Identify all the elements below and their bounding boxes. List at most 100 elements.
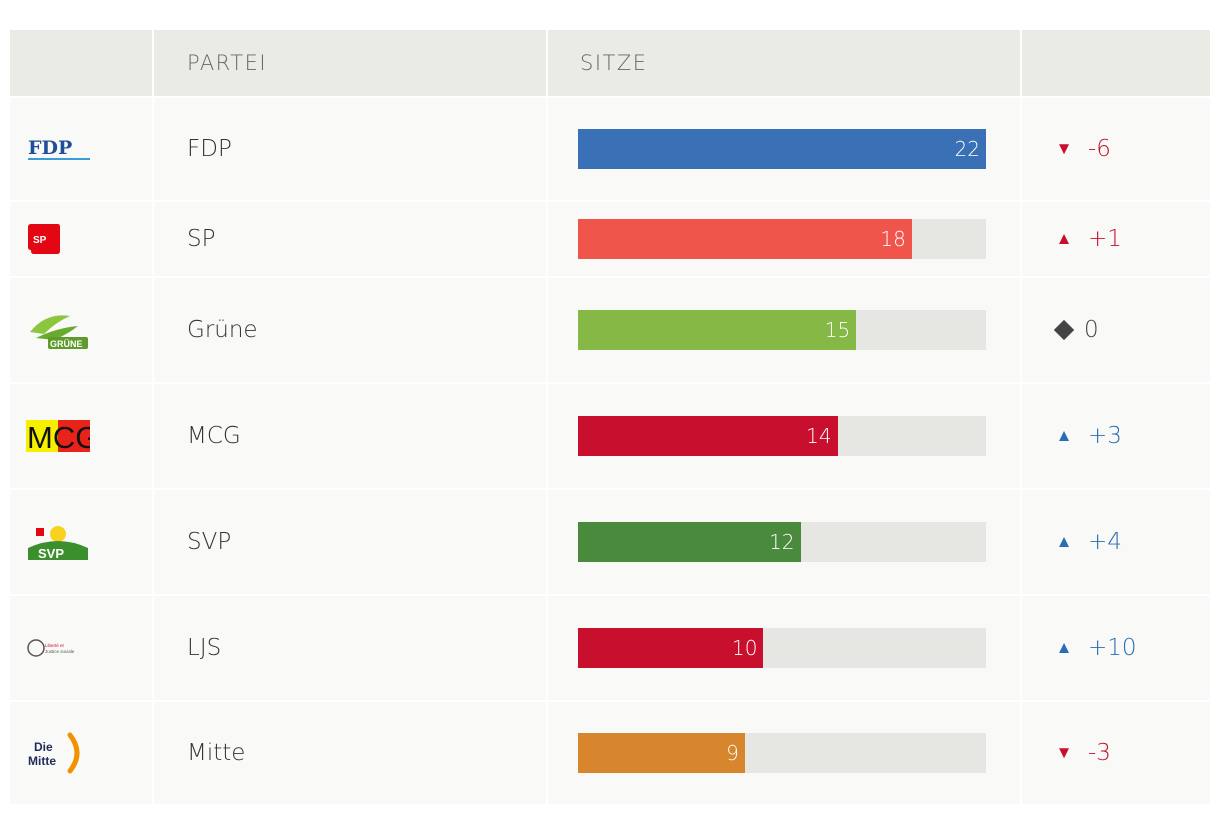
- party-cell: LJS: [152, 596, 546, 700]
- triangle-up-icon: ▲: [1055, 426, 1073, 446]
- svp-logo-icon: SVP: [26, 520, 90, 564]
- seat-bar: 14: [578, 416, 838, 456]
- seats-cell: 9: [546, 702, 1020, 804]
- table-row: SVP SVP 12 ▲ +4: [10, 488, 1210, 594]
- change-cell: ▼ -6: [1020, 98, 1210, 200]
- bar-track: 15: [578, 310, 986, 350]
- party-name: LJS: [187, 635, 222, 661]
- change-cell: ▲ +4: [1020, 490, 1210, 594]
- gruene-logo-icon: GRÜNE: [26, 308, 90, 352]
- seats-cell: 22: [546, 98, 1020, 200]
- change-cell: ▲ +1: [1020, 202, 1210, 276]
- seat-change: ▼ -3: [1054, 740, 1111, 766]
- header-change-cell: [1020, 30, 1210, 96]
- bar-track: 12: [578, 522, 986, 562]
- change-value: -3: [1088, 740, 1111, 766]
- party-cell: MCG: [152, 384, 546, 488]
- seat-change: 0: [1053, 317, 1099, 343]
- table-row: GRÜNE Grüne 15 0: [10, 276, 1210, 382]
- party-name: Grüne: [187, 317, 258, 343]
- party-cell: SVP: [152, 490, 546, 594]
- seat-value-label: 9: [726, 741, 739, 765]
- svg-text:Justice sociale: Justice sociale: [45, 649, 75, 654]
- logo-text: Die Mitte: [28, 740, 56, 768]
- logo-text: SP: [33, 235, 47, 246]
- triangle-down-icon: ▼: [1055, 743, 1073, 763]
- seat-bar: 10: [578, 628, 764, 668]
- logo-cell: SP: [10, 202, 152, 276]
- seat-value-label: 15: [824, 318, 851, 342]
- triangle-up-icon: ▲: [1055, 638, 1073, 658]
- party-name: SVP: [187, 529, 232, 555]
- change-value: +10: [1088, 635, 1137, 661]
- bar-track: 9: [578, 733, 986, 773]
- header-seats: SITZE: [580, 51, 648, 75]
- table-header: PARTEI SITZE: [10, 30, 1210, 96]
- change-cell: ▲ +10: [1020, 596, 1210, 700]
- seat-bar: 18: [578, 219, 912, 259]
- bar-track: 10: [578, 628, 986, 668]
- seat-value-label: 22: [954, 137, 980, 161]
- results-table: PARTEI SITZE FDP FDP 22 ▼ -6 SP SP 18 ▲ +1 GRÜNE Gr…: [10, 30, 1210, 804]
- header-logo-cell: [10, 30, 152, 96]
- seat-bar: 12: [578, 522, 801, 562]
- change-value: 0: [1084, 317, 1099, 343]
- sp-logo-icon: SP: [26, 217, 90, 261]
- change-cell: ▼ -3: [1020, 702, 1210, 804]
- change-value: +3: [1088, 423, 1122, 449]
- seat-change: ▲ +10: [1054, 635, 1137, 661]
- bar-track: 22: [578, 129, 986, 169]
- triangle-down-icon: ▼: [1055, 139, 1073, 159]
- table-row: MCG MCG 14 ▲ +3: [10, 382, 1210, 488]
- change-value: +1: [1088, 226, 1122, 252]
- change-cell: 0: [1020, 278, 1210, 382]
- seats-cell: 14: [546, 384, 1020, 488]
- logo-text: FDP: [28, 137, 72, 159]
- seat-bar: 22: [578, 129, 986, 169]
- party-cell: SP: [152, 202, 546, 276]
- seat-value-label: 18: [880, 227, 906, 251]
- logo-cell: SVP: [10, 490, 152, 594]
- party-name: FDP: [187, 136, 232, 162]
- header-party: PARTEI: [187, 51, 268, 75]
- table-row: Die Mitte Mitte 9 ▼ -3: [10, 700, 1210, 804]
- bar-track: 14: [578, 416, 986, 456]
- party-cell: Mitte: [152, 702, 546, 804]
- logo-text: Liberté et: [45, 643, 65, 648]
- party-cell: Grüne: [152, 278, 546, 382]
- seats-cell: 15: [546, 278, 1020, 382]
- change-value: -6: [1088, 136, 1111, 162]
- table-row: FDP FDP 22 ▼ -6: [10, 96, 1210, 200]
- seat-change: ▲ +3: [1054, 423, 1122, 449]
- seat-change: ▲ +4: [1054, 529, 1122, 555]
- bar-track: 18: [578, 219, 986, 259]
- seats-cell: 10: [546, 596, 1020, 700]
- seat-bar: 9: [578, 733, 745, 773]
- table-row: Liberté et Justice sociale LJS 10 ▲ +10: [10, 594, 1210, 700]
- mitte-logo-icon: Die Mitte: [26, 731, 90, 775]
- logo-text: SVP: [38, 546, 64, 561]
- ljs-logo-icon: Liberté et Justice sociale: [26, 626, 90, 670]
- logo-text: GRÜNE: [50, 339, 83, 349]
- seat-value-label: 14: [806, 424, 832, 448]
- triangle-up-icon: ▲: [1055, 532, 1073, 552]
- logo-cell: Die Mitte: [10, 702, 152, 804]
- party-name: SP: [187, 226, 216, 252]
- table-row: SP SP 18 ▲ +1: [10, 200, 1210, 276]
- seats-cell: 18: [546, 202, 1020, 276]
- party-name: Mitte: [187, 740, 246, 766]
- party-name: MCG: [187, 423, 241, 449]
- logo-text: MCG: [27, 420, 90, 455]
- table-body: FDP FDP 22 ▼ -6 SP SP 18 ▲ +1 GRÜNE Grüne 15 0 MCG MCG 1…: [10, 96, 1210, 804]
- seat-value-label: 12: [769, 530, 795, 554]
- logo-cell: Liberté et Justice sociale: [10, 596, 152, 700]
- change-value: +4: [1088, 529, 1122, 555]
- diamond-icon: [1053, 319, 1075, 341]
- seats-cell: 12: [546, 490, 1020, 594]
- logo-cell: GRÜNE: [10, 278, 152, 382]
- party-cell: FDP: [152, 98, 546, 200]
- seat-change: ▼ -6: [1054, 136, 1111, 162]
- seat-value-label: 10: [732, 636, 758, 660]
- logo-cell: FDP: [10, 98, 152, 200]
- triangle-up-icon: ▲: [1055, 229, 1073, 249]
